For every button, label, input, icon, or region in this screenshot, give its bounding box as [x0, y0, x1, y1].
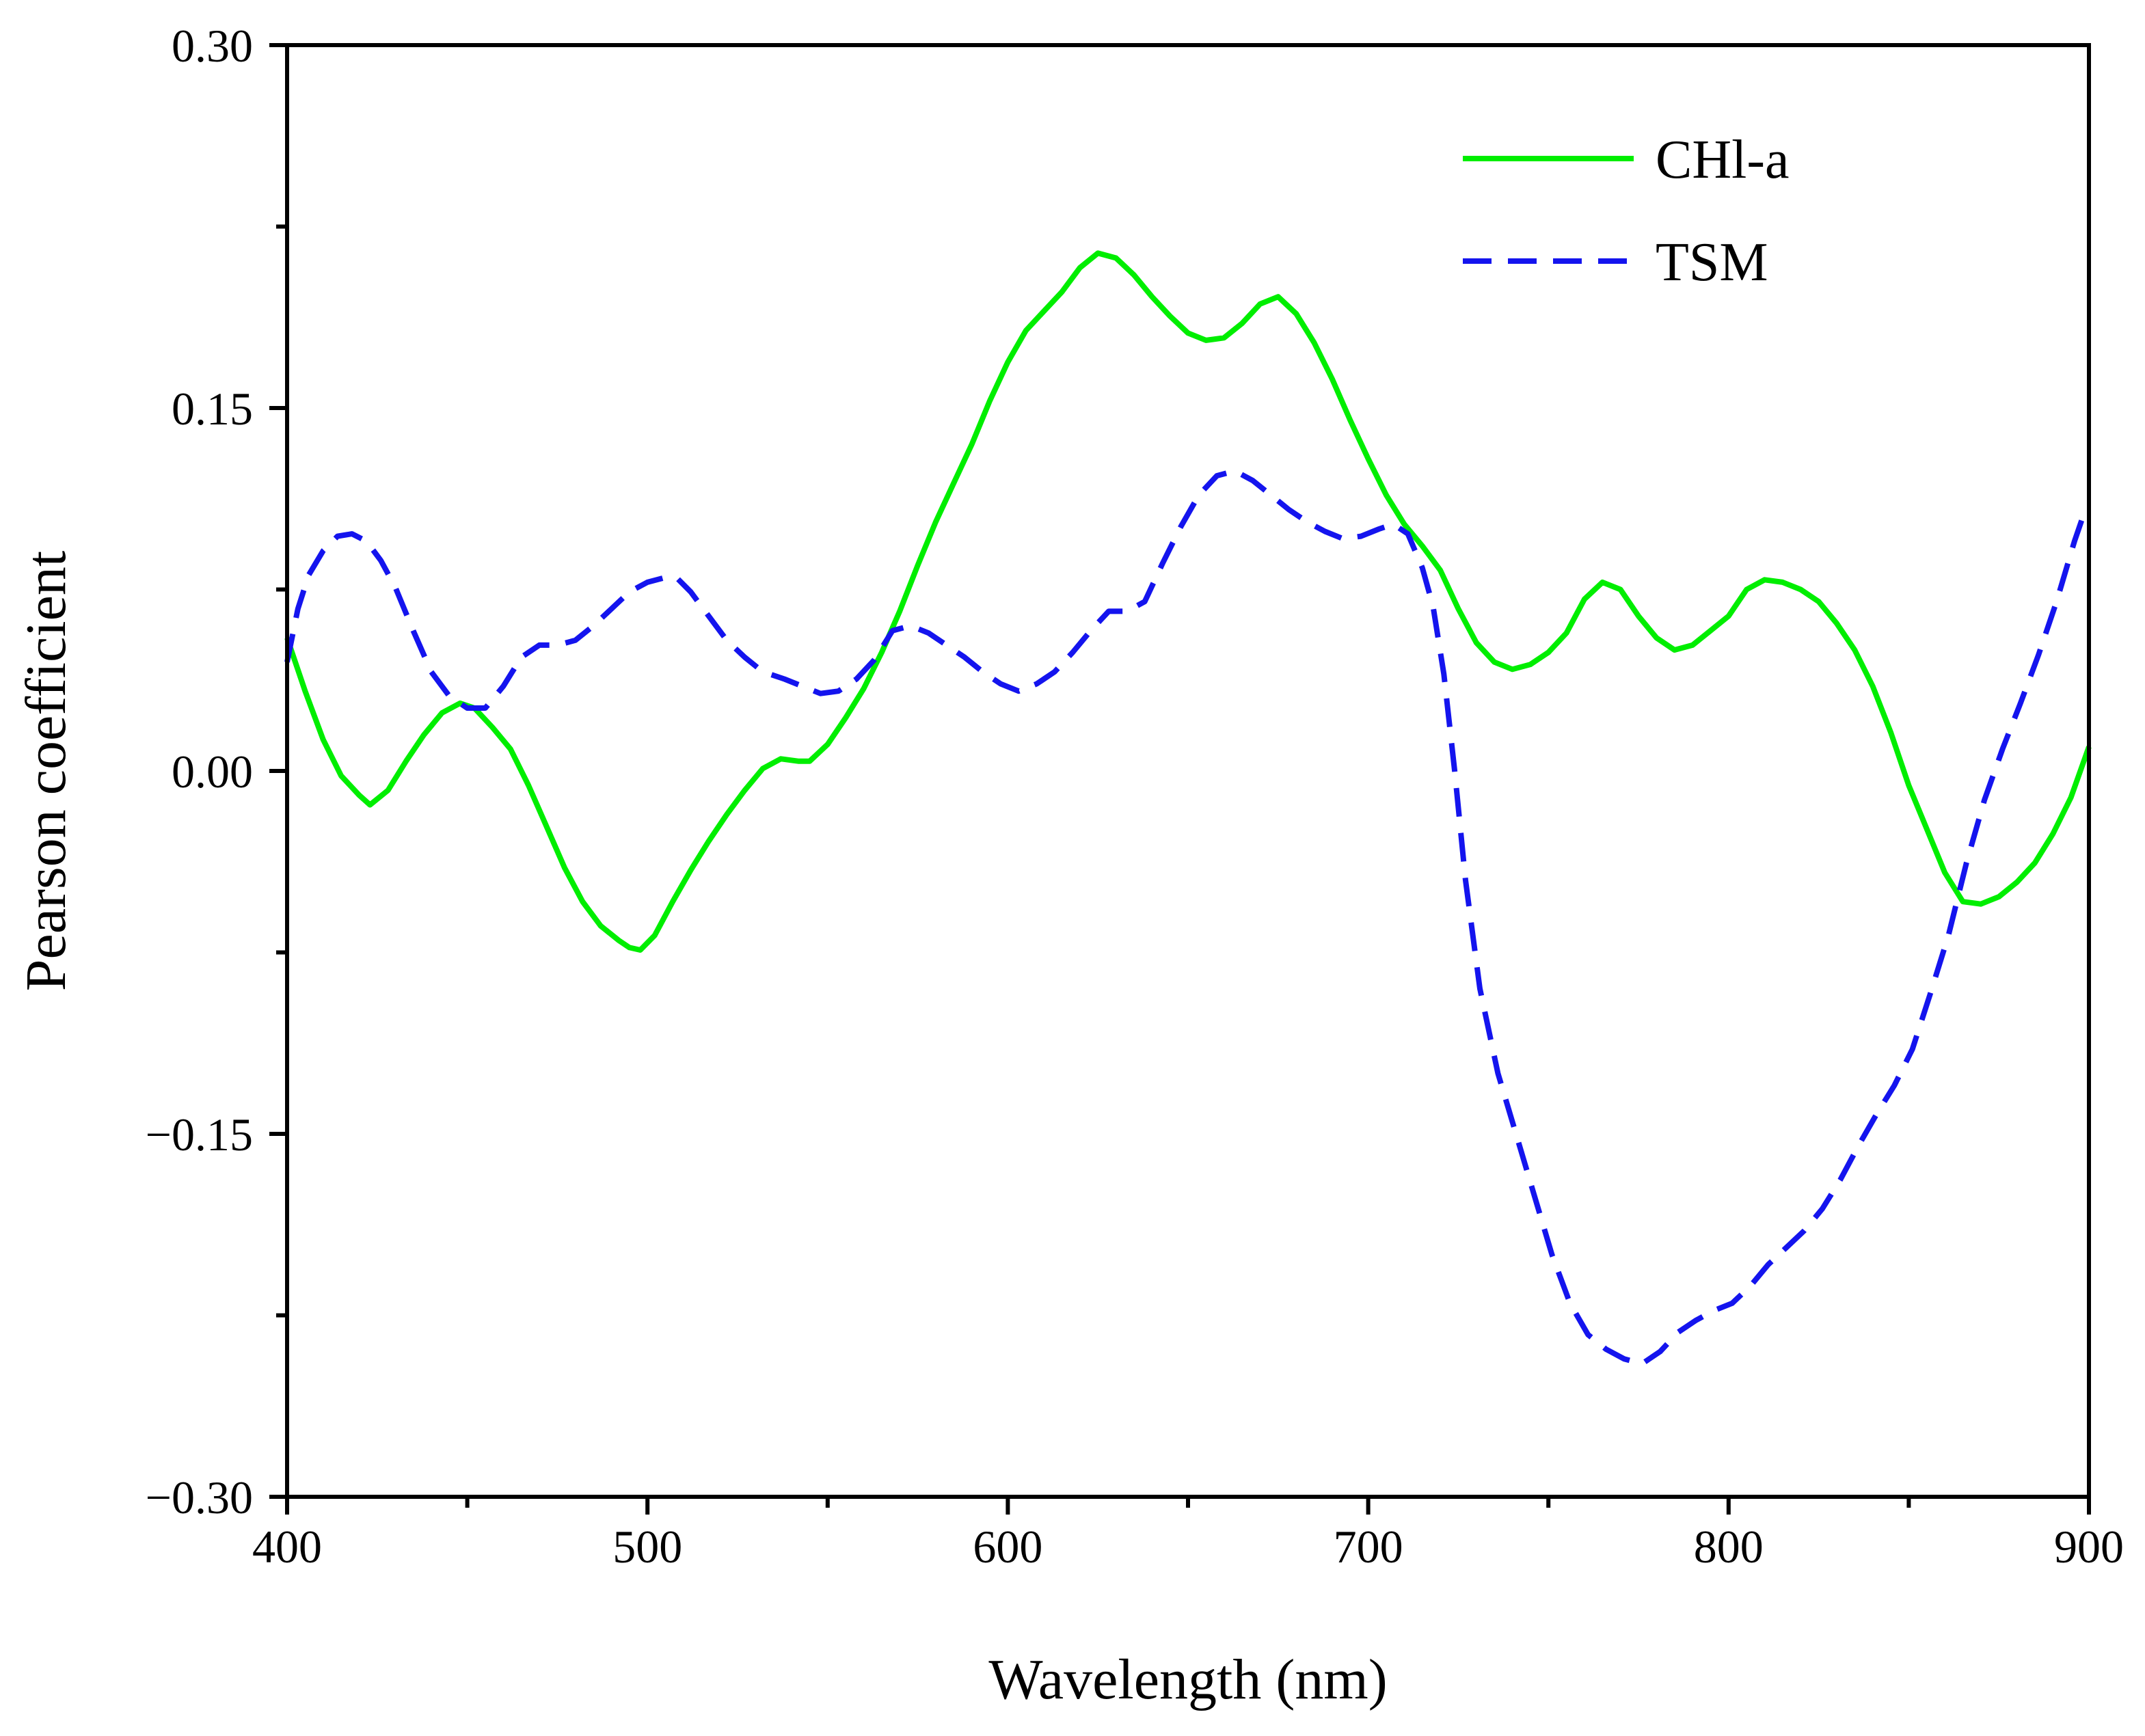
y-tick-label: −0.15	[146, 1109, 253, 1161]
legend: CHl-a TSM	[1463, 130, 1790, 293]
series-line-chl-a	[284, 250, 2092, 953]
x-tick-label: 700	[1334, 1521, 1403, 1573]
x-tick-label: 400	[252, 1521, 322, 1573]
y-tick-label: 0.30	[172, 20, 253, 72]
x-tick-label: 500	[612, 1521, 682, 1573]
series-line-tsm	[284, 468, 2088, 1367]
legend-label: CHl-a	[1656, 130, 1790, 190]
y-tick-label: 0.00	[172, 746, 253, 798]
x-tick-label: 800	[1694, 1521, 1764, 1573]
y-tick-label: 0.15	[172, 383, 253, 435]
x-tick-label: 900	[2054, 1521, 2124, 1573]
legend-label: TSM	[1656, 232, 1768, 293]
plot-series	[284, 250, 2092, 1367]
x-tick-label: 600	[973, 1521, 1042, 1573]
axes	[269, 43, 2091, 1515]
y-tick-label: −0.30	[146, 1471, 253, 1523]
y-axis-title: Pearson coefficient	[14, 551, 78, 992]
tick-labels: 400 500 600 700 800 900 0.30 0.15 0.00 −0.15 −0.30	[146, 20, 2124, 1573]
x-axis-title: Wavelength (nm)	[988, 1648, 1387, 1711]
plot-frame	[285, 43, 2091, 1499]
